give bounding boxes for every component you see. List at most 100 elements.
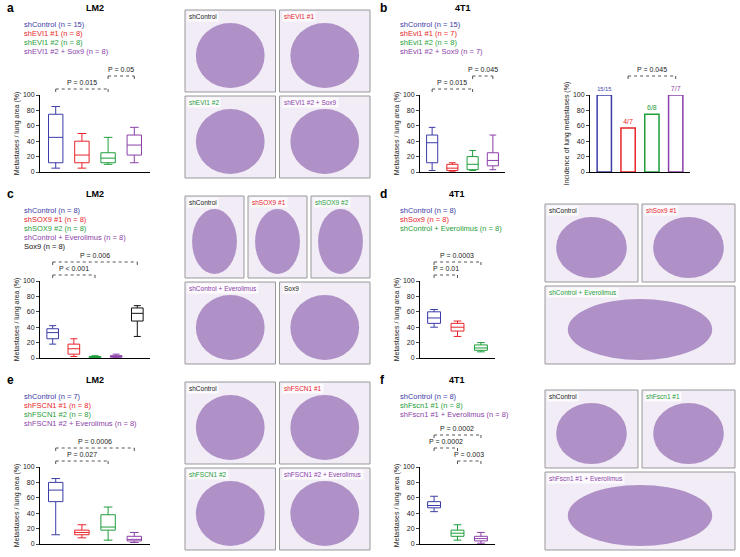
svg-text:shEvi1 #1 (n = 7): shEvi1 #1 (n = 7) — [400, 29, 457, 38]
svg-text:0: 0 — [411, 354, 415, 361]
svg-text:60: 60 — [27, 122, 35, 129]
svg-text:Metastases / lung area (%): Metastases / lung area (%) — [13, 278, 21, 362]
svg-text:shEVI1 #1: shEVI1 #1 — [284, 13, 314, 20]
svg-text:0: 0 — [411, 168, 415, 175]
svg-text:shControl (n = 8): shControl (n = 8) — [24, 206, 81, 215]
svg-text:0: 0 — [31, 540, 35, 547]
svg-text:7/7: 7/7 — [671, 85, 681, 92]
svg-text:P = 0.006: P = 0.006 — [80, 252, 110, 259]
svg-text:shControl + Everolimus (n = 8): shControl + Everolimus (n = 8) — [24, 233, 126, 242]
svg-text:shFSCN1 #1 (n = 8): shFSCN1 #1 (n = 8) — [24, 401, 91, 410]
svg-text:80: 80 — [27, 479, 35, 486]
svg-text:shControl (n = 15): shControl (n = 15) — [400, 20, 461, 29]
svg-text:Incidence of lung metastases (: Incidence of lung metastases (%) — [563, 82, 571, 186]
svg-text:Metastases / lung area (%): Metastases / lung area (%) — [393, 92, 401, 176]
svg-text:40: 40 — [407, 138, 415, 145]
svg-text:shEvi1 #2 (n = 8): shEvi1 #2 (n = 8) — [400, 38, 457, 47]
svg-text:P < 0.001: P < 0.001 — [59, 265, 89, 272]
svg-text:4T1: 4T1 — [449, 189, 465, 199]
svg-text:P = 0.01: P = 0.01 — [433, 265, 459, 272]
svg-text:b: b — [380, 1, 387, 15]
svg-text:4T1: 4T1 — [455, 3, 471, 13]
svg-text:e: e — [7, 373, 14, 387]
svg-text:40: 40 — [27, 324, 35, 331]
svg-text:Sox9 (n = 8): Sox9 (n = 8) — [24, 242, 66, 251]
svg-text:20: 20 — [577, 153, 585, 160]
svg-text:80: 80 — [577, 107, 585, 114]
svg-text:20: 20 — [407, 339, 415, 346]
svg-text:15/15: 15/15 — [597, 86, 611, 92]
svg-text:P = 0.05: P = 0.05 — [108, 66, 134, 73]
svg-text:shControl + Everolimus: shControl + Everolimus — [549, 289, 617, 296]
svg-text:shSOX9 #2 (n = 8): shSOX9 #2 (n = 8) — [24, 224, 87, 233]
svg-text:80: 80 — [407, 107, 415, 114]
svg-text:40: 40 — [577, 138, 585, 145]
svg-text:shControl: shControl — [189, 13, 217, 20]
svg-text:shFscn1 #1 + Everolimus: shFscn1 #1 + Everolimus — [549, 475, 623, 482]
svg-text:100: 100 — [403, 277, 415, 284]
svg-text:P = 0.045: P = 0.045 — [637, 66, 667, 73]
svg-text:shControl: shControl — [189, 199, 217, 206]
svg-text:20: 20 — [407, 525, 415, 532]
svg-text:20: 20 — [27, 525, 35, 532]
svg-text:100: 100 — [23, 277, 35, 284]
svg-text:shFscn1 #1 (n = 8): shFscn1 #1 (n = 8) — [400, 401, 463, 410]
svg-text:shEvi1 #2 + Sox9 (n = 7): shEvi1 #2 + Sox9 (n = 7) — [400, 47, 483, 56]
svg-text:LM2: LM2 — [86, 189, 104, 199]
svg-text:shFSCN1 #2 + Everolimus: shFSCN1 #2 + Everolimus — [284, 471, 362, 478]
svg-text:shControl (n = 7): shControl (n = 7) — [24, 392, 81, 401]
svg-text:Metastases / lung area (%): Metastases / lung area (%) — [13, 464, 21, 548]
svg-text:LM2: LM2 — [86, 375, 104, 385]
svg-text:shControl + Everolimus (n = 8): shControl + Everolimus (n = 8) — [400, 224, 502, 233]
svg-text:P = 0.0002: P = 0.0002 — [429, 438, 463, 445]
svg-text:40: 40 — [27, 138, 35, 145]
svg-text:4/7: 4/7 — [623, 118, 633, 125]
svg-text:20: 20 — [27, 339, 35, 346]
svg-text:4T1: 4T1 — [449, 375, 465, 385]
svg-text:shEVI1 #2 (n = 8): shEVI1 #2 (n = 8) — [24, 38, 83, 47]
svg-text:P = 0.045: P = 0.045 — [468, 66, 498, 73]
svg-text:100: 100 — [403, 91, 415, 98]
svg-text:0: 0 — [581, 168, 585, 175]
svg-text:shSox9 #1: shSox9 #1 — [646, 207, 677, 214]
svg-text:60: 60 — [407, 494, 415, 501]
svg-text:60: 60 — [407, 308, 415, 315]
svg-text:Metastases / lung area (%): Metastases / lung area (%) — [393, 278, 401, 362]
svg-text:0: 0 — [31, 354, 35, 361]
svg-text:40: 40 — [27, 510, 35, 517]
svg-text:40: 40 — [407, 324, 415, 331]
svg-text:shFscn1 #1 + Everolimus (n = 8: shFscn1 #1 + Everolimus (n = 8) — [400, 410, 509, 419]
svg-text:shFSCN1 #1: shFSCN1 #1 — [284, 385, 322, 392]
svg-text:a: a — [7, 1, 14, 15]
svg-text:60: 60 — [577, 122, 585, 129]
svg-text:100: 100 — [23, 463, 35, 470]
svg-text:Metastases / lung area (%): Metastases / lung area (%) — [393, 464, 401, 548]
svg-text:Sox9: Sox9 — [284, 285, 299, 292]
svg-text:shEVI1 #2 + Sox9 (n = 8): shEVI1 #2 + Sox9 (n = 8) — [24, 47, 109, 56]
svg-text:shEVI1 #1 (n = 8): shEVI1 #1 (n = 8) — [24, 29, 83, 38]
svg-text:100: 100 — [573, 91, 585, 98]
svg-text:60: 60 — [27, 494, 35, 501]
svg-text:80: 80 — [27, 107, 35, 114]
svg-text:100: 100 — [403, 463, 415, 470]
svg-text:80: 80 — [27, 293, 35, 300]
svg-text:20: 20 — [27, 153, 35, 160]
svg-text:shControl + Everolimus: shControl + Everolimus — [189, 285, 257, 292]
svg-text:shSox9 (n = 8): shSox9 (n = 8) — [400, 215, 449, 224]
svg-text:shFSCN1 #2 + Everolimus (n = 8: shFSCN1 #2 + Everolimus (n = 8) — [24, 419, 137, 428]
svg-text:60: 60 — [407, 122, 415, 129]
svg-text:shSOX9 #1: shSOX9 #1 — [252, 199, 286, 206]
svg-text:LM2: LM2 — [86, 3, 104, 13]
svg-text:100: 100 — [23, 91, 35, 98]
svg-text:shSOX9 #1 (n = 8): shSOX9 #1 (n = 8) — [24, 215, 87, 224]
svg-text:shControl (n = 15): shControl (n = 15) — [24, 20, 85, 29]
svg-text:P = 0.0006: P = 0.0006 — [78, 438, 112, 445]
svg-text:shControl: shControl — [549, 207, 577, 214]
svg-text:shFSCN1 #2 (n = 8): shFSCN1 #2 (n = 8) — [24, 410, 91, 419]
svg-text:f: f — [380, 373, 385, 387]
svg-text:shEVI1 #2 + Sox9: shEVI1 #2 + Sox9 — [284, 99, 337, 106]
svg-text:shControl (n = 8): shControl (n = 8) — [400, 206, 457, 215]
svg-text:shControl (n = 8): shControl (n = 8) — [400, 392, 457, 401]
svg-text:80: 80 — [407, 293, 415, 300]
svg-text:shControl: shControl — [549, 393, 577, 400]
